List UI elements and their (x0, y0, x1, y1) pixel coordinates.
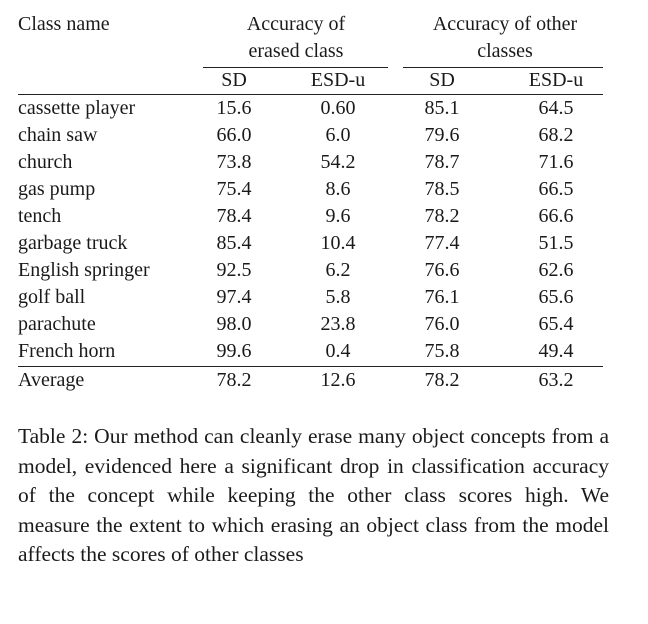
cell-erased-sd: 85.4 (216, 232, 252, 254)
cell-erased-esd: 9.6 (325, 205, 351, 227)
cell-other-sd: 76.0 (424, 313, 460, 335)
subheader-erased-sd: SD (221, 69, 247, 91)
cell-erased-esd: 54.2 (320, 151, 356, 173)
header-other-line-1: Accuracy of other (432, 13, 578, 35)
cell-erased-sd: 97.4 (216, 286, 252, 308)
cell-other-esd: 49.4 (538, 340, 574, 362)
row-class-name: French horn (18, 340, 116, 362)
cell-erased-sd: 78.4 (216, 205, 252, 227)
cell-erased-esd: 23.8 (320, 313, 356, 335)
cell-erased-sd: 73.8 (216, 151, 252, 173)
average-erased-esd: 12.6 (320, 369, 356, 391)
cell-other-esd: 62.6 (538, 259, 574, 281)
row-class-name: tench (18, 205, 62, 227)
cell-other-esd: 66.6 (538, 205, 574, 227)
cell-other-esd: 68.2 (538, 124, 574, 146)
header-class-name: Class name (18, 13, 110, 35)
header-other-underline (403, 67, 603, 68)
cell-other-sd: 85.1 (424, 97, 460, 119)
subheader-other-sd: SD (429, 69, 455, 91)
row-class-name: garbage truck (18, 232, 128, 254)
cell-other-sd: 78.7 (424, 151, 460, 173)
cell-erased-sd: 15.6 (216, 97, 252, 119)
cell-other-esd: 51.5 (538, 232, 574, 254)
header-rule (18, 94, 603, 95)
cell-other-sd: 78.2 (424, 205, 460, 227)
average-erased-sd: 78.2 (216, 369, 252, 391)
subheader-erased-esd: ESD-u (310, 69, 366, 91)
cell-erased-sd: 92.5 (216, 259, 252, 281)
cell-erased-sd: 99.6 (216, 340, 252, 362)
average-other-esd: 63.2 (538, 369, 574, 391)
row-class-name: golf ball (18, 286, 86, 308)
subheader-other-esd: ESD-u (528, 69, 584, 91)
cell-other-sd: 78.5 (424, 178, 460, 200)
cell-other-sd: 75.8 (424, 340, 460, 362)
row-class-name: chain saw (18, 124, 98, 146)
row-class-name: parachute (18, 313, 96, 335)
row-class-name: church (18, 151, 73, 173)
cell-erased-esd: 5.8 (325, 286, 351, 308)
header-erased-line-1: Accuracy of (246, 13, 346, 35)
results-table: Class name Accuracy of erased class Accu… (18, 13, 603, 391)
table-caption: Table 2: Our method can cleanly erase ma… (18, 424, 609, 567)
header-other-line-2: classes (477, 40, 533, 62)
average-label: Average (18, 369, 85, 391)
cell-other-esd: 66.5 (538, 178, 574, 200)
cell-erased-esd: 0.4 (325, 340, 351, 362)
cell-other-esd: 65.4 (538, 313, 574, 335)
cell-erased-sd: 66.0 (216, 124, 252, 146)
cell-erased-esd: 6.2 (325, 259, 351, 281)
header-erased-line-2: erased class (248, 40, 344, 62)
cell-other-sd: 79.6 (424, 124, 460, 146)
cell-erased-sd: 75.4 (216, 178, 252, 200)
header-erased-underline (203, 67, 388, 68)
cell-other-sd: 76.1 (424, 286, 460, 308)
row-class-name: cassette player (18, 97, 136, 119)
cell-other-sd: 76.6 (424, 259, 460, 281)
cell-erased-esd: 0.60 (320, 97, 356, 119)
cell-other-esd: 64.5 (538, 97, 574, 119)
cell-erased-esd: 8.6 (325, 178, 351, 200)
row-class-name: English springer (18, 259, 150, 281)
cell-erased-esd: 6.0 (325, 124, 351, 146)
cell-other-sd: 77.4 (424, 232, 460, 254)
cell-erased-esd: 10.4 (320, 232, 356, 254)
cell-other-esd: 65.6 (538, 286, 574, 308)
cell-other-esd: 71.6 (538, 151, 574, 173)
cell-erased-sd: 98.0 (216, 313, 252, 335)
average-other-sd: 78.2 (424, 369, 460, 391)
average-rule (18, 366, 603, 367)
row-class-name: gas pump (18, 178, 96, 200)
